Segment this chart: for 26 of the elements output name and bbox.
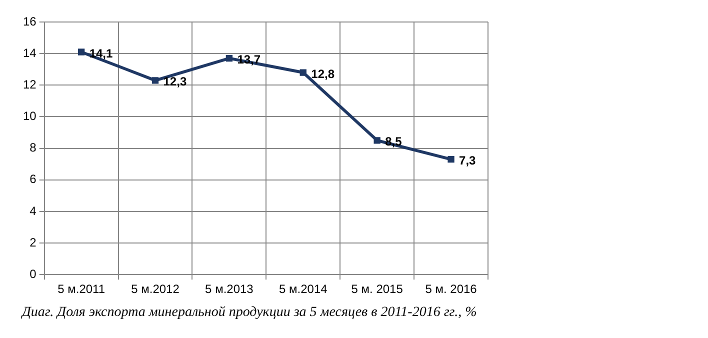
y-tick-label: 0 [30, 266, 37, 281]
y-tick-label: 4 [30, 204, 37, 218]
x-tick-label: 5 м. 2015 [351, 282, 404, 296]
point [374, 137, 380, 144]
x-tick-label: 5 м.2012 [131, 282, 180, 296]
data-label: 12,3 [163, 74, 187, 89]
text: Диаг. Доля экспорта минеральной продукции за 5 месяцев в 2011-2016 гг., % [22, 305, 477, 321]
data-label: 12,8 [311, 66, 335, 81]
y-tick-label: 8 [30, 140, 37, 155]
y-tick-label: 12 [22, 77, 37, 92]
data-label: 7,3 [459, 154, 476, 168]
y-tick-label: 2 [30, 235, 37, 250]
y-tick-label: 6 [30, 172, 37, 186]
y-tick-label: 14 [22, 46, 37, 60]
point [448, 156, 454, 163]
point [226, 54, 233, 62]
x-tick-label: 5 м.2013 [205, 282, 254, 296]
point [78, 48, 85, 56]
x-tick-label: 5 м.2011 [58, 282, 106, 296]
data-label: 14,1 [89, 46, 113, 60]
x-tick-label: 5 м.2014 [278, 282, 328, 296]
y-tick-label: 10 [22, 109, 37, 124]
point [152, 77, 159, 84]
point [300, 69, 306, 76]
y-tick-label: 16 [22, 14, 37, 28]
x-tick-label: 5 м. 2016 [425, 282, 478, 296]
